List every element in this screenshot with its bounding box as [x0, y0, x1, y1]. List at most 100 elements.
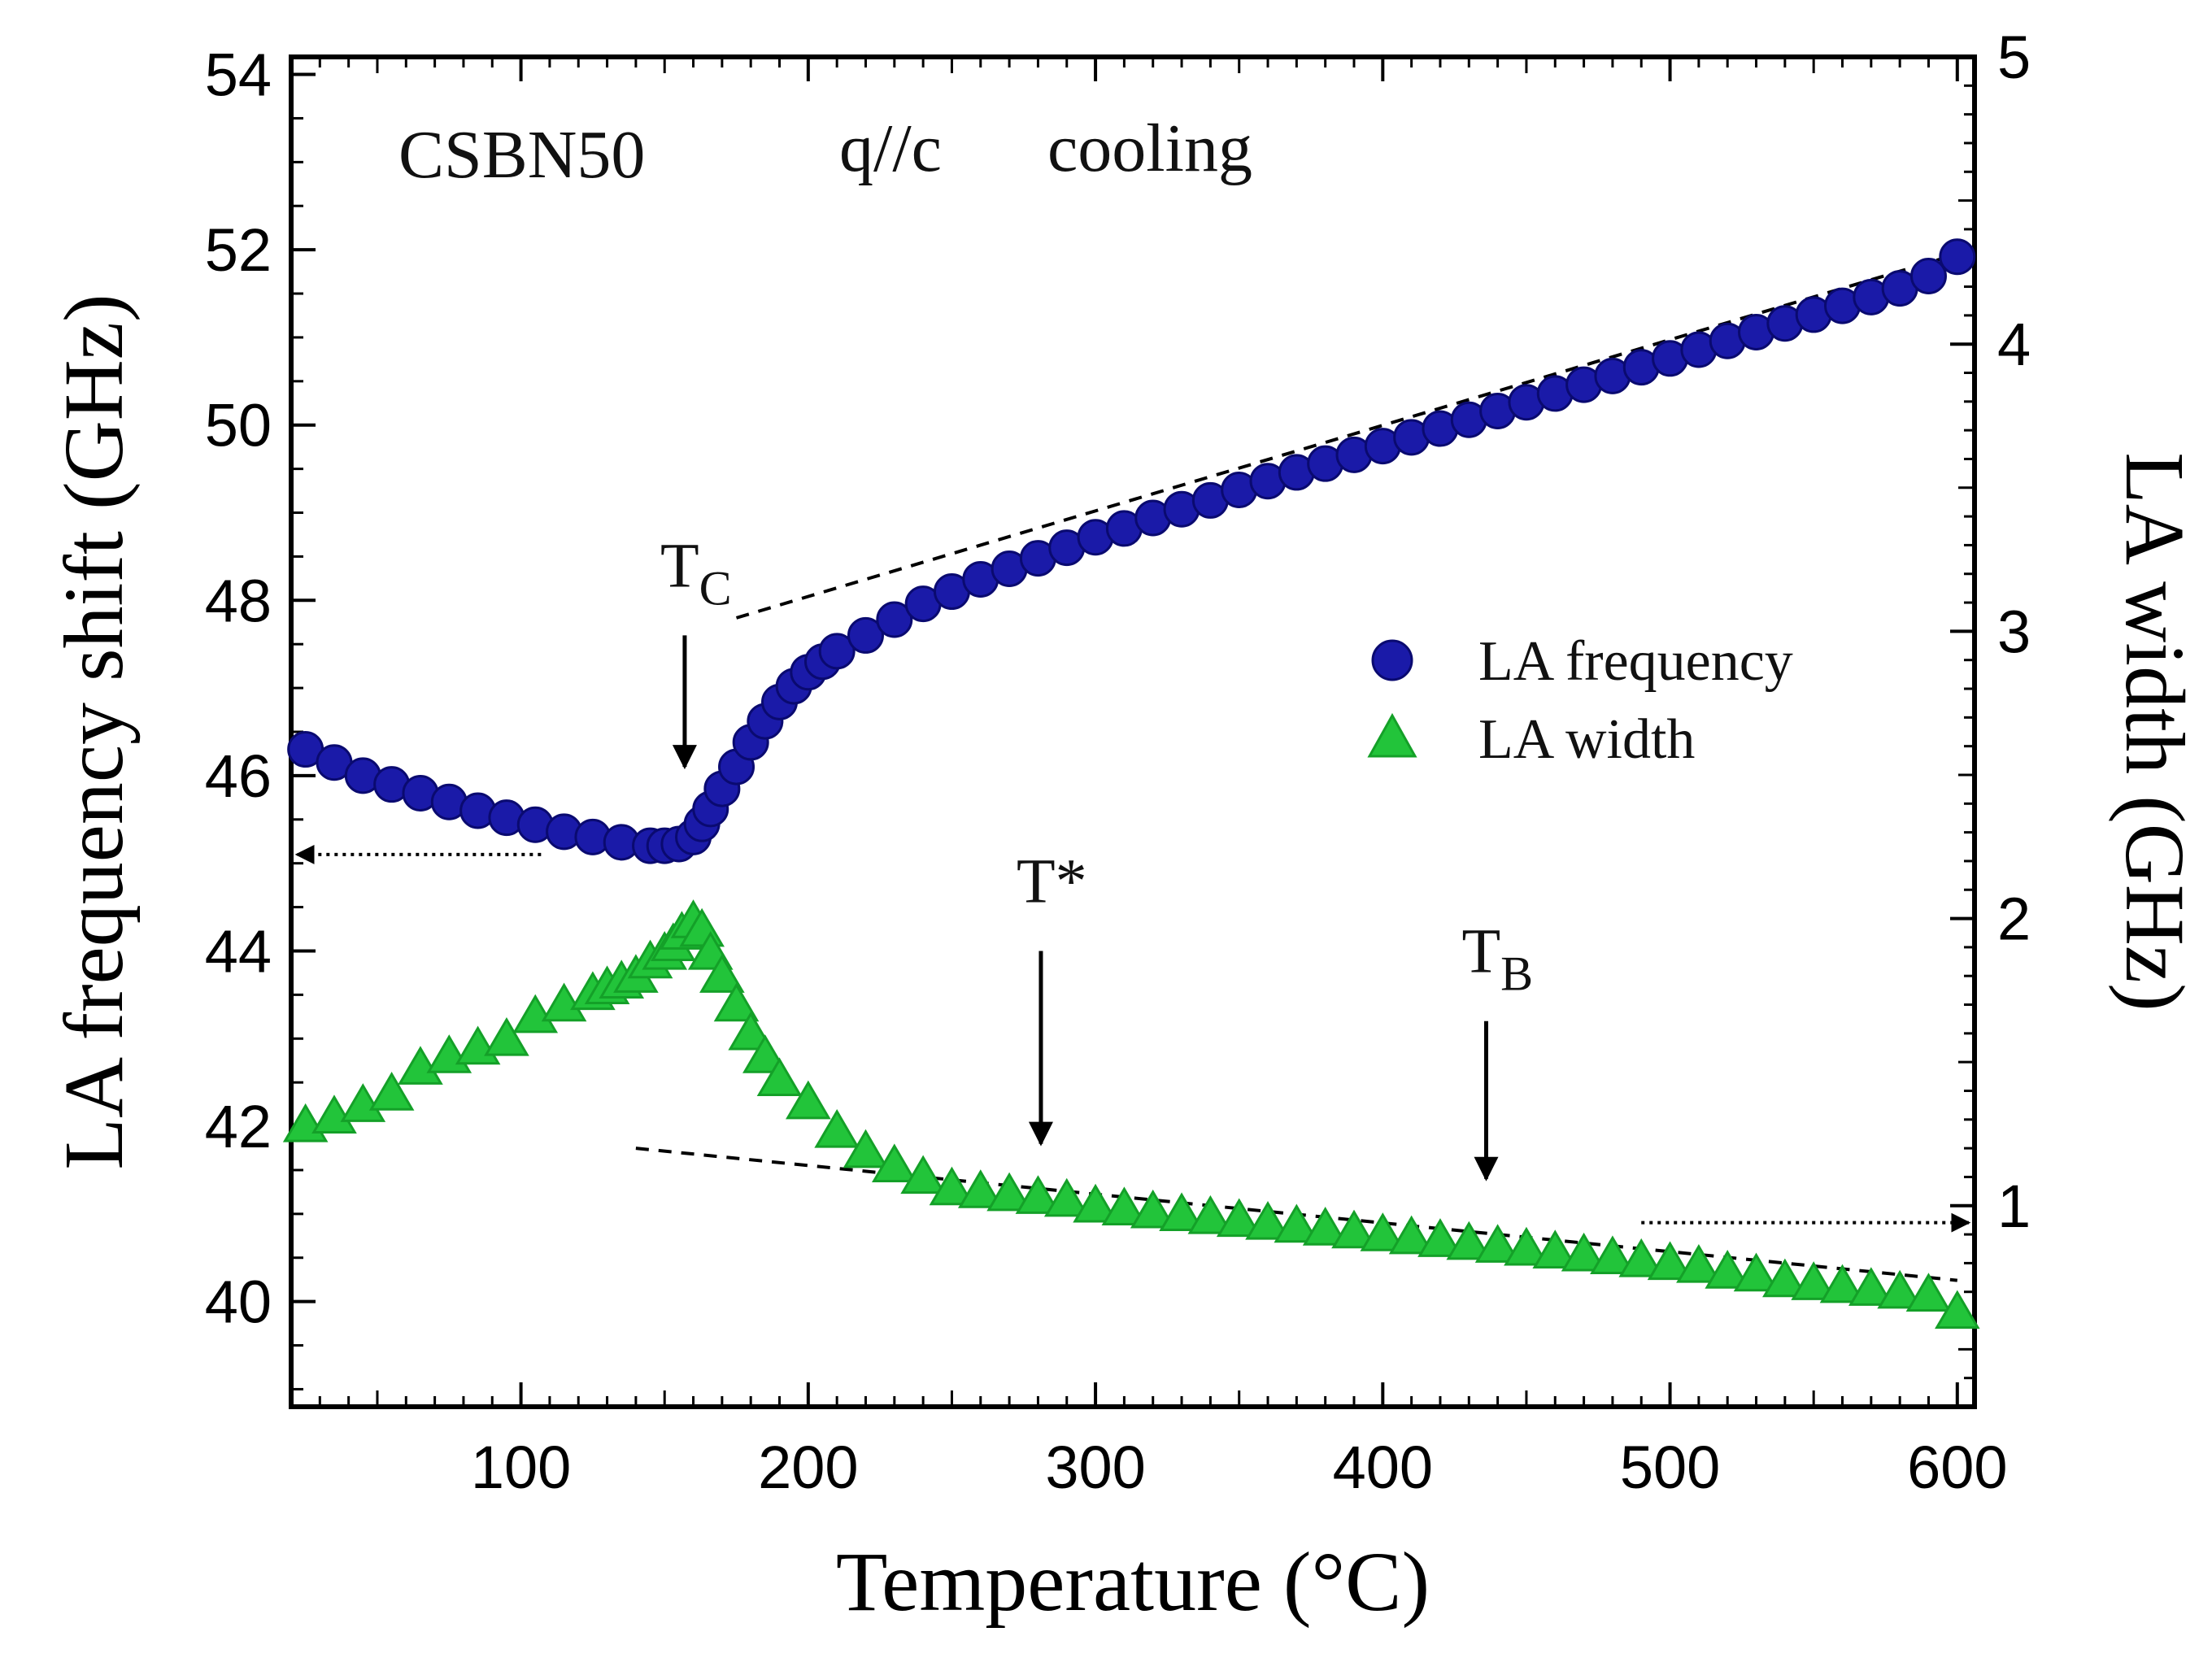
width-point — [1302, 1207, 1348, 1246]
width-point — [541, 982, 587, 1022]
annotation-label-tb: TB — [1461, 916, 1533, 1001]
x-tick-label: 100 — [471, 1434, 571, 1501]
frequency-point — [847, 616, 884, 654]
annotation-main: T* — [1017, 845, 1087, 916]
y-right-tick-label: 4 — [1997, 311, 2031, 378]
x-axis-title: Temperature (°C) — [836, 1535, 1430, 1629]
width-point — [1101, 1186, 1147, 1225]
width-point — [1417, 1218, 1463, 1257]
header-sample: CSBN50 — [398, 117, 645, 193]
width-point — [1848, 1267, 1894, 1306]
width-point — [1331, 1209, 1377, 1249]
width-point — [1015, 1175, 1061, 1214]
width-point — [1877, 1269, 1922, 1309]
width-point — [1130, 1189, 1176, 1229]
annotations-layer: TCT*TB — [660, 529, 1533, 1181]
y-left-tick-label: 42 — [205, 1093, 272, 1160]
width-point — [1733, 1252, 1779, 1292]
annotation-label-tc: TC — [660, 529, 732, 615]
width-point — [1274, 1203, 1320, 1243]
width-point — [1446, 1221, 1492, 1260]
annotation-sub: B — [1500, 947, 1533, 1001]
width-point — [1159, 1192, 1204, 1232]
y-left-tick-label: 40 — [205, 1268, 272, 1336]
header-geometry: q//c — [839, 111, 942, 186]
width-point — [484, 1016, 529, 1056]
width-point — [871, 1143, 917, 1183]
frequency-point — [818, 633, 856, 670]
width-point — [1905, 1273, 1952, 1312]
width-point — [1504, 1226, 1549, 1266]
width-point — [1618, 1238, 1665, 1277]
width-point — [340, 1083, 386, 1122]
width-point — [900, 1155, 946, 1195]
x-tick-label: 300 — [1045, 1434, 1145, 1501]
annotation-main: T — [1461, 916, 1500, 986]
legend-frequency-marker — [1371, 639, 1413, 681]
width-point — [311, 1094, 357, 1134]
width-point — [368, 1072, 415, 1111]
legend-frequency-label: LA frequency — [1478, 630, 1793, 693]
width-point — [1245, 1200, 1291, 1240]
width-point — [1791, 1261, 1836, 1300]
frequency-point — [876, 601, 913, 638]
width-point — [1590, 1235, 1635, 1275]
y-left-axis-title: LA frequency shift (GHz) — [47, 294, 141, 1169]
width-point — [1474, 1224, 1521, 1263]
width-point — [1043, 1177, 1090, 1217]
y-left-tick-label: 44 — [205, 917, 272, 985]
series-width — [282, 899, 1980, 1329]
width-point — [1676, 1243, 1722, 1283]
width-point — [814, 1108, 860, 1148]
frequency-point — [1909, 257, 1947, 294]
width-point — [843, 1129, 889, 1168]
width-point — [1073, 1183, 1118, 1223]
y-right-tick-label: 5 — [1997, 24, 2031, 91]
guides-layer — [294, 252, 1971, 1282]
width-point — [1561, 1232, 1607, 1272]
y-right-tick-label: 1 — [1997, 1173, 2031, 1240]
y-right-tick-label: 3 — [1997, 598, 2031, 665]
width-point — [957, 1169, 1004, 1208]
y-left-tick-label: 50 — [205, 392, 272, 459]
width-point — [1934, 1290, 1980, 1329]
width-point — [699, 954, 745, 993]
width-point — [1819, 1264, 1866, 1303]
annotation-main: T — [660, 529, 699, 600]
legend-width-marker — [1367, 712, 1417, 758]
width-point — [786, 1080, 831, 1120]
guide-frequency-baseline — [735, 252, 1958, 620]
x-tick-label: 600 — [1907, 1434, 2007, 1501]
width-point — [1532, 1229, 1578, 1268]
y-left-tick-label: 48 — [205, 567, 272, 634]
width-point — [986, 1172, 1032, 1212]
width-point — [742, 1034, 788, 1073]
width-point — [1705, 1250, 1751, 1289]
legend-width-label: LA width — [1478, 708, 1695, 771]
legend: LA frequency LA width — [1367, 630, 1793, 771]
width-point — [1216, 1198, 1262, 1238]
annotation-sub: C — [699, 561, 732, 615]
width-point — [1647, 1241, 1693, 1281]
x-tick-label: 500 — [1620, 1434, 1720, 1501]
y-right-axis-title: LA width (GHz) — [2108, 452, 2201, 1011]
y-right-tick-label: 2 — [1997, 886, 2031, 953]
header-process: cooling — [1047, 111, 1252, 186]
width-point — [1388, 1215, 1435, 1255]
x-tick-label: 200 — [758, 1434, 858, 1501]
series-frequency — [287, 238, 1976, 864]
ticks-layer: 100 200 300 400 500 600 40 42 44 46 48 50 52 54 1 2 3 4 5 — [205, 24, 2031, 1501]
frequency-point — [1939, 238, 1976, 276]
width-point — [756, 1057, 803, 1097]
width-point — [713, 982, 760, 1022]
width-point — [398, 1046, 443, 1085]
annotation-label-tstar: T* — [1017, 845, 1087, 916]
y-left-tick-label: 54 — [205, 41, 272, 109]
y-left-tick-label: 52 — [205, 216, 272, 284]
width-point — [1187, 1195, 1234, 1234]
x-tick-label: 400 — [1333, 1434, 1433, 1501]
width-point — [512, 994, 559, 1033]
width-point — [1762, 1258, 1808, 1298]
width-point — [728, 1011, 773, 1051]
